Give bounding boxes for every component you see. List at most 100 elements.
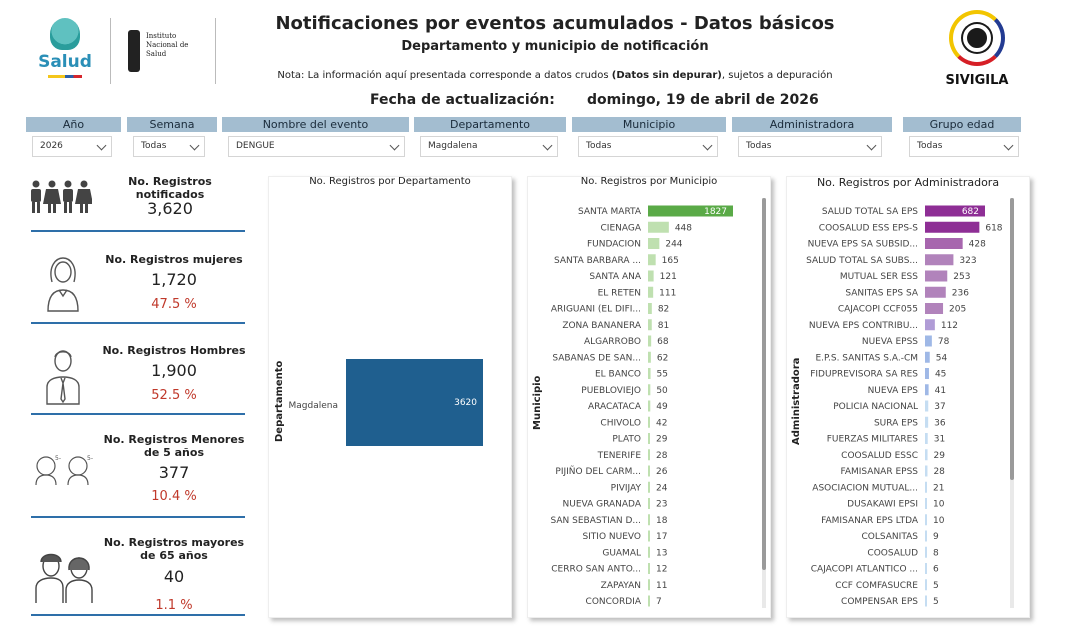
bar-label: EL RETEN: [598, 288, 641, 298]
kpi-mujeres-label: No. Registros mujeres: [105, 253, 243, 266]
bar-label: NUEVA EPS SA SUBSID...: [808, 240, 918, 250]
bar-label: MUTUAL SER ESS: [840, 272, 918, 282]
children-icon: 5- 5-: [35, 455, 93, 486]
kpi-divider: [31, 413, 245, 415]
filter-dropdown-grupo-edad[interactable]: Todas: [909, 136, 1019, 157]
bar-label: CERRO SAN ANTO...: [551, 565, 641, 575]
bar-label: CHIVOLO: [600, 418, 641, 428]
bar: [648, 465, 650, 477]
bar-value: 682: [962, 207, 979, 217]
filter-dropdown-ano[interactable]: 2026: [32, 136, 112, 157]
filter-value: 2026: [40, 141, 63, 151]
bar: [648, 351, 651, 363]
bar-value: 21: [933, 483, 944, 493]
bar: [648, 579, 650, 591]
bar-label: EL BANCO: [595, 370, 641, 380]
bar-label: FAMISANAR EPS LTDA: [821, 516, 919, 526]
bar-value: 5: [933, 597, 939, 607]
logo-divider: [110, 18, 111, 84]
bar: [648, 254, 656, 266]
administradora-scrollbar-thumb[interactable]: [1010, 198, 1014, 480]
sivigila-logo: SIVIGILA: [944, 10, 1010, 92]
bar-label: NUEVA GRANADA: [563, 500, 642, 510]
bar: [648, 335, 652, 347]
bar-label: SABANAS DE SAN...: [552, 353, 641, 363]
bar-value: 50: [656, 386, 668, 396]
bar-value: 6: [933, 565, 939, 575]
ins-logo: Instituto Nacional de Salud: [128, 30, 208, 72]
kpi-hombres-value: 1,900: [151, 361, 197, 380]
bar: [925, 416, 929, 428]
people-group-icon: [31, 180, 92, 213]
bar-label: SAN SEBASTIAN D...: [551, 516, 642, 526]
bar-label: PIVIJAY: [611, 483, 642, 493]
bar: [925, 595, 927, 607]
bar-value: 28: [656, 451, 668, 461]
chart-administradora-title: No. Registros por Administradora: [816, 176, 1000, 189]
bar: [925, 481, 927, 493]
filter-value: Todas: [141, 141, 167, 151]
page-title: Notificaciones por eventos acumulados - …: [275, 13, 835, 34]
chevron-down-icon: [1003, 140, 1014, 151]
note-bold: (Datos sin depurar): [611, 70, 722, 81]
bar-label: NUEVA EPS CONTRIBU...: [809, 321, 918, 331]
bar-value: 41: [935, 386, 946, 396]
bar: [648, 368, 651, 379]
bar-value: 42: [656, 418, 667, 428]
bar-label: E.P.S. SANITAS S.A.-CM: [815, 353, 918, 363]
bar-label: CAJACOPI CCF055: [838, 305, 918, 315]
bar-label: CONCORDIA: [586, 597, 642, 607]
note-suffix: , sujetos a depuración: [721, 70, 833, 81]
bar-value: 18: [656, 516, 668, 526]
bar-label: SANTA MARTA: [578, 207, 642, 217]
bar: [648, 286, 654, 298]
bar: [648, 400, 651, 412]
kpi-total-label: No. Registros notificados: [128, 175, 212, 201]
bar-label: SALUD TOTAL SA SUBS...: [806, 256, 918, 266]
bar-label: GUAMAL: [602, 548, 641, 558]
bar-value: 9: [933, 532, 939, 542]
filter-dropdown-semana[interactable]: Todas: [133, 136, 205, 157]
bar-value: 24: [656, 483, 668, 493]
kpi-mayores-value: 40: [163, 567, 185, 586]
bar-value: 244: [665, 240, 682, 250]
bar: [925, 384, 929, 396]
kpi-hombres-label: No. Registros Hombres: [102, 344, 246, 357]
bar-label: SANITAS EPS SA: [845, 288, 919, 298]
bar: [648, 498, 650, 509]
filter-dropdown-administradora[interactable]: Todas: [738, 136, 882, 157]
logo-divider-2: [215, 18, 216, 84]
bar-departamento: [346, 359, 483, 446]
bar-label: FUNDACION: [587, 240, 641, 250]
bar-label: DUSAKAWI EPSI: [847, 500, 918, 510]
bar: [925, 254, 954, 266]
bar-value: 82: [658, 305, 669, 315]
chart-municipio-plot: SANTA MARTA 1827 CIENAGA 448 FUNDACION 244 SAN…: [551, 205, 733, 607]
bar: [648, 303, 652, 314]
filter-label-administradora: Administradora: [732, 117, 892, 132]
filter-value: Magdalena: [428, 141, 478, 151]
bar-value: 37: [934, 402, 945, 412]
bar-label: ALGARROBO: [584, 337, 641, 347]
filter-dropdown-nombre-del-evento[interactable]: DENGUE: [228, 136, 405, 157]
filter-value: Todas: [586, 141, 612, 151]
kpi-divider: [31, 230, 245, 232]
ins-logo-text: Instituto Nacional de Salud: [146, 32, 188, 59]
coat-of-arms-icon: [50, 18, 80, 50]
chevron-down-icon: [542, 140, 553, 151]
municipio-scrollbar-thumb[interactable]: [762, 198, 766, 570]
bar-label: POLICIA NACIONAL: [833, 402, 918, 412]
bar-label: ZAPAYAN: [601, 581, 641, 591]
bar: [648, 449, 650, 461]
bar: [925, 286, 946, 298]
kpi-mujeres-pct: 47.5 %: [151, 297, 197, 312]
ins-line-3: Salud: [146, 50, 167, 58]
bar-label: COMPENSAR EPS: [841, 597, 918, 607]
bar-value: 11: [656, 581, 667, 591]
filter-dropdown-departamento[interactable]: Magdalena: [420, 136, 558, 157]
bar-value: 17: [656, 532, 667, 542]
bar-value: 7: [656, 597, 662, 607]
chevron-down-icon: [96, 140, 107, 151]
bar-value: 55: [657, 370, 668, 380]
filter-dropdown-municipio[interactable]: Todas: [578, 136, 718, 157]
